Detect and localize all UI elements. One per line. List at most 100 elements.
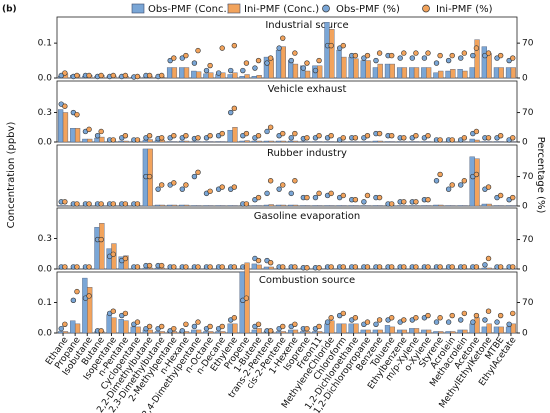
bar bbox=[94, 227, 100, 270]
percentage-dot bbox=[425, 196, 431, 203]
panel-frame bbox=[56, 144, 518, 207]
percentage-dot bbox=[458, 55, 464, 61]
bar bbox=[360, 329, 366, 334]
percentage-dot bbox=[437, 171, 443, 178]
bar bbox=[341, 56, 347, 79]
percentage-dot bbox=[340, 135, 346, 141]
percentage-dot bbox=[433, 319, 440, 325]
percentage-dot bbox=[340, 264, 346, 270]
panel-title: Industrial source bbox=[265, 20, 348, 31]
bar bbox=[401, 67, 408, 79]
percentage-dot bbox=[510, 55, 516, 61]
percentage-dot bbox=[288, 190, 294, 197]
percentage-dot bbox=[445, 319, 452, 325]
percentage-dot bbox=[158, 135, 165, 141]
percentage-dot bbox=[401, 50, 407, 56]
percentage-dot bbox=[62, 321, 68, 327]
panel-frame bbox=[56, 80, 518, 143]
bar bbox=[239, 76, 245, 79]
y2-tick-label: 70 bbox=[522, 235, 534, 245]
y2-axis-label: Percentage (%) bbox=[535, 137, 546, 214]
percentage-dot bbox=[401, 199, 407, 205]
percentage-dot bbox=[433, 178, 440, 184]
bar bbox=[208, 72, 214, 79]
bar bbox=[275, 331, 282, 334]
bar bbox=[365, 329, 371, 334]
bar bbox=[365, 60, 371, 79]
percentage-dot bbox=[473, 312, 480, 319]
bar bbox=[445, 70, 451, 79]
bar bbox=[268, 58, 274, 79]
percentage-dot bbox=[191, 60, 198, 66]
percentage-dot bbox=[324, 319, 331, 325]
legend-swatch bbox=[227, 3, 241, 14]
percentage-dot bbox=[195, 135, 201, 141]
percentage-dot bbox=[264, 60, 270, 66]
percentage-dot bbox=[280, 35, 286, 41]
bar bbox=[481, 326, 487, 334]
y-tick-label: 0.0 bbox=[38, 265, 53, 275]
percentage-dot bbox=[461, 310, 468, 317]
bar bbox=[409, 67, 415, 79]
bar bbox=[317, 331, 323, 334]
percentage-dot bbox=[292, 130, 298, 137]
percentage-dot bbox=[215, 70, 222, 76]
bar bbox=[62, 112, 69, 143]
percentage-dot bbox=[219, 130, 225, 137]
bar bbox=[196, 329, 202, 334]
percentage-dot bbox=[482, 262, 488, 268]
percentage-dot bbox=[364, 52, 371, 59]
percentage-dot bbox=[280, 264, 286, 270]
percentage-dot bbox=[207, 132, 213, 139]
percentage-dot bbox=[388, 264, 395, 270]
percentage-dot bbox=[179, 328, 186, 334]
bar bbox=[396, 67, 403, 79]
bar bbox=[166, 204, 173, 207]
legend-label: Obs-PMF (Conc.) bbox=[148, 4, 231, 15]
bar bbox=[94, 137, 100, 143]
percentage-dot bbox=[280, 130, 286, 137]
y-tick-label: 0.3 bbox=[38, 234, 52, 244]
percentage-dot bbox=[171, 55, 177, 61]
percentage-dot bbox=[179, 55, 186, 61]
bar bbox=[474, 317, 480, 334]
percentage-dot bbox=[110, 201, 116, 207]
bar bbox=[481, 203, 487, 207]
percentage-dot bbox=[316, 132, 322, 139]
percentage-dot bbox=[98, 201, 104, 207]
bar bbox=[312, 331, 318, 334]
percentage-dot bbox=[425, 50, 431, 56]
percentage-dot bbox=[122, 255, 129, 262]
percentage-dot bbox=[231, 264, 238, 270]
percentage-dot bbox=[122, 132, 129, 139]
bar bbox=[208, 331, 214, 334]
bar bbox=[268, 204, 274, 207]
bar bbox=[493, 67, 500, 79]
percentage-dot bbox=[449, 264, 455, 270]
percentage-dot bbox=[86, 72, 92, 79]
bar bbox=[82, 138, 88, 143]
bar bbox=[232, 323, 238, 334]
percentage-dot bbox=[340, 192, 346, 199]
percentage-dot bbox=[195, 47, 201, 54]
percentage-dot bbox=[449, 137, 455, 143]
bar bbox=[171, 67, 178, 79]
bar bbox=[304, 70, 311, 79]
panel-title: Gasoline evaporation bbox=[254, 211, 361, 222]
bar bbox=[438, 331, 444, 334]
bar bbox=[474, 39, 480, 79]
percentage-dot bbox=[364, 132, 371, 139]
bar bbox=[445, 331, 451, 334]
percentage-dot bbox=[267, 124, 274, 130]
bar bbox=[256, 328, 262, 334]
percentage-dot bbox=[74, 111, 80, 118]
percentage-dot bbox=[485, 135, 492, 141]
percentage-dot bbox=[376, 264, 383, 270]
bar bbox=[62, 331, 69, 334]
bar bbox=[232, 72, 238, 79]
percentage-dot bbox=[485, 50, 492, 56]
percentage-dot bbox=[264, 190, 270, 197]
panel-label: (b) bbox=[2, 5, 17, 15]
percentage-dot bbox=[276, 186, 282, 192]
